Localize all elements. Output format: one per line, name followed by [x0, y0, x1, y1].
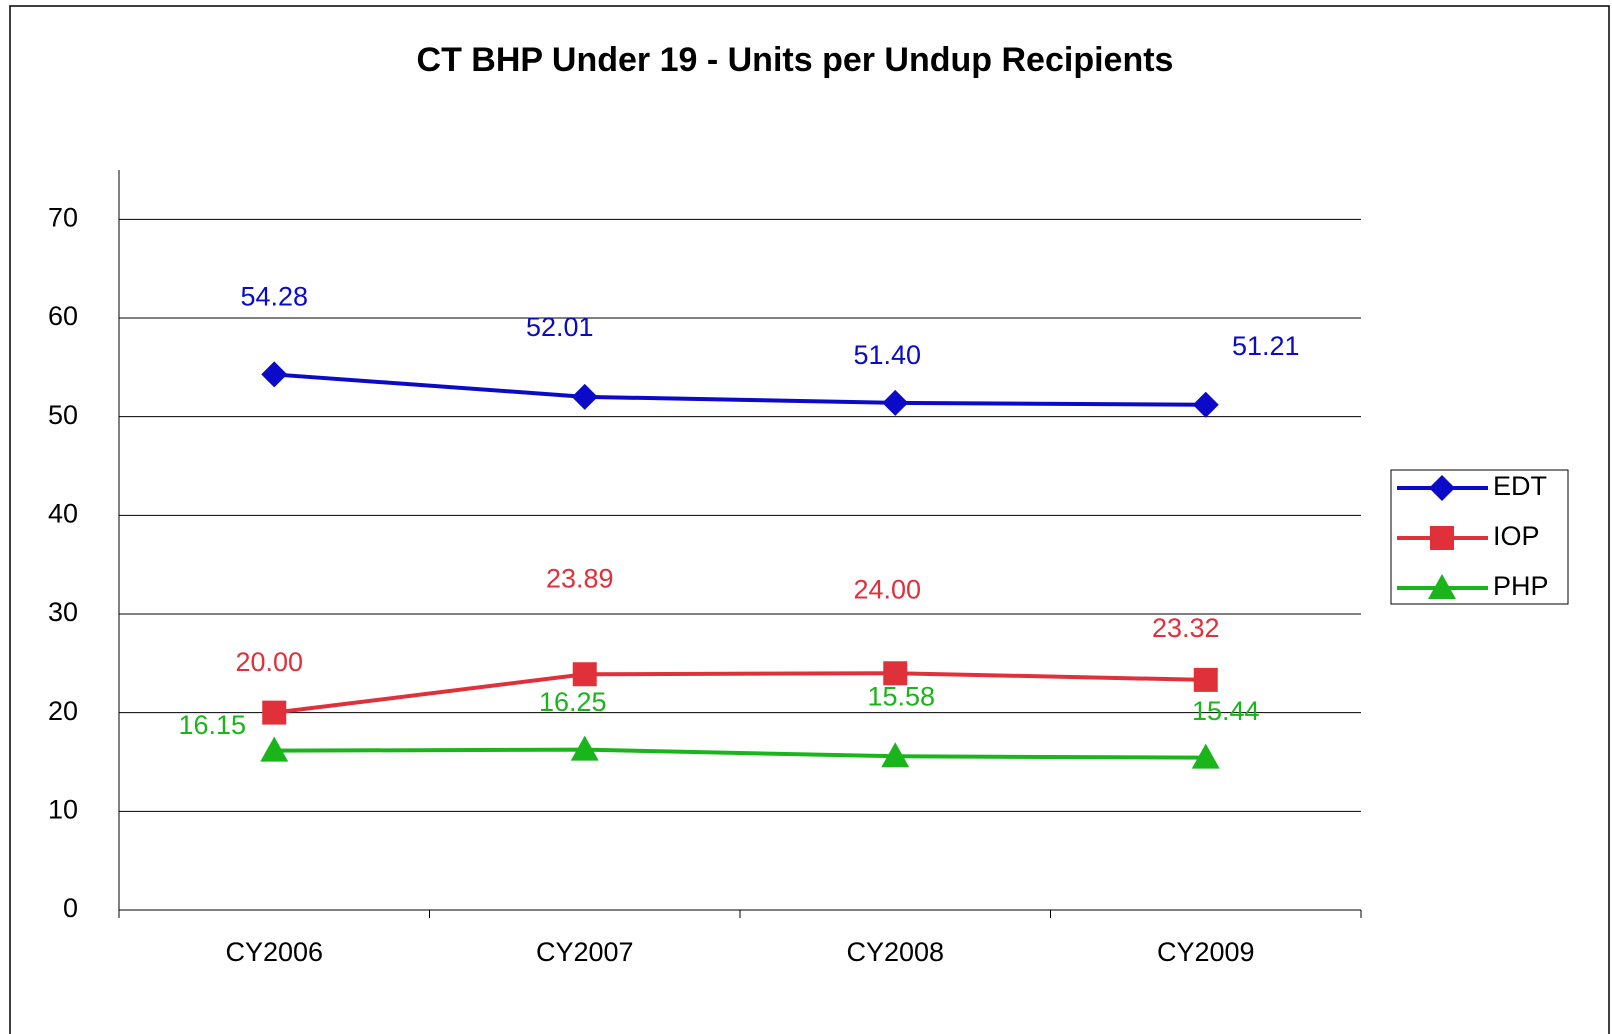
data-label: 15.44: [1192, 696, 1260, 726]
y-tick-label: 10: [48, 794, 78, 824]
data-point: [262, 700, 287, 725]
data-label: 54.28: [240, 282, 308, 312]
data-label: 52.01: [526, 312, 594, 342]
data-point: [1193, 667, 1218, 692]
x-tick-label: CY2007: [536, 937, 634, 967]
y-tick-label: 40: [48, 498, 78, 528]
data-point: [1192, 391, 1219, 418]
y-tick-label: 50: [48, 400, 78, 430]
data-label: 20.00: [235, 647, 303, 677]
legend-label: PHP: [1493, 571, 1549, 601]
y-tick-label: 60: [48, 301, 78, 331]
y-tick-label: 30: [48, 597, 78, 627]
data-point: [260, 736, 289, 762]
data-point: [570, 735, 599, 761]
data-label: 24.00: [853, 574, 921, 604]
data-label: 51.21: [1232, 331, 1300, 361]
x-tick-label: CY2006: [225, 937, 323, 967]
series-line: [274, 747, 1206, 760]
data-label: 51.40: [853, 340, 921, 370]
data-point: [1191, 743, 1220, 769]
legend-marker: [1430, 526, 1454, 550]
series-line: [274, 671, 1206, 715]
x-tick-label: CY2009: [1157, 937, 1255, 967]
chart-frame: [9, 5, 1610, 1034]
y-tick-label: 20: [48, 696, 78, 726]
data-point: [571, 383, 598, 410]
data-label: 23.32: [1152, 613, 1220, 643]
x-tick-label: CY2008: [846, 937, 944, 967]
data-label: 23.89: [546, 563, 614, 593]
y-tick-label: 0: [63, 893, 78, 923]
data-point: [261, 361, 288, 388]
legend-marker: [1428, 574, 1456, 599]
data-label: 15.58: [867, 681, 935, 711]
data-point: [881, 742, 910, 768]
y-tick-label: 70: [48, 202, 78, 232]
data-point: [882, 389, 909, 416]
chart-title: CT BHP Under 19 - Units per Undup Recipi…: [417, 41, 1174, 79]
data-label: 16.25: [539, 687, 607, 717]
legend-marker: [1429, 475, 1455, 501]
data-label: 16.15: [178, 710, 246, 740]
data-point: [572, 662, 597, 687]
legend-label: IOP: [1493, 521, 1540, 551]
legend-label: EDT: [1493, 471, 1547, 501]
data-point: [883, 661, 908, 686]
series-line: [274, 372, 1206, 407]
